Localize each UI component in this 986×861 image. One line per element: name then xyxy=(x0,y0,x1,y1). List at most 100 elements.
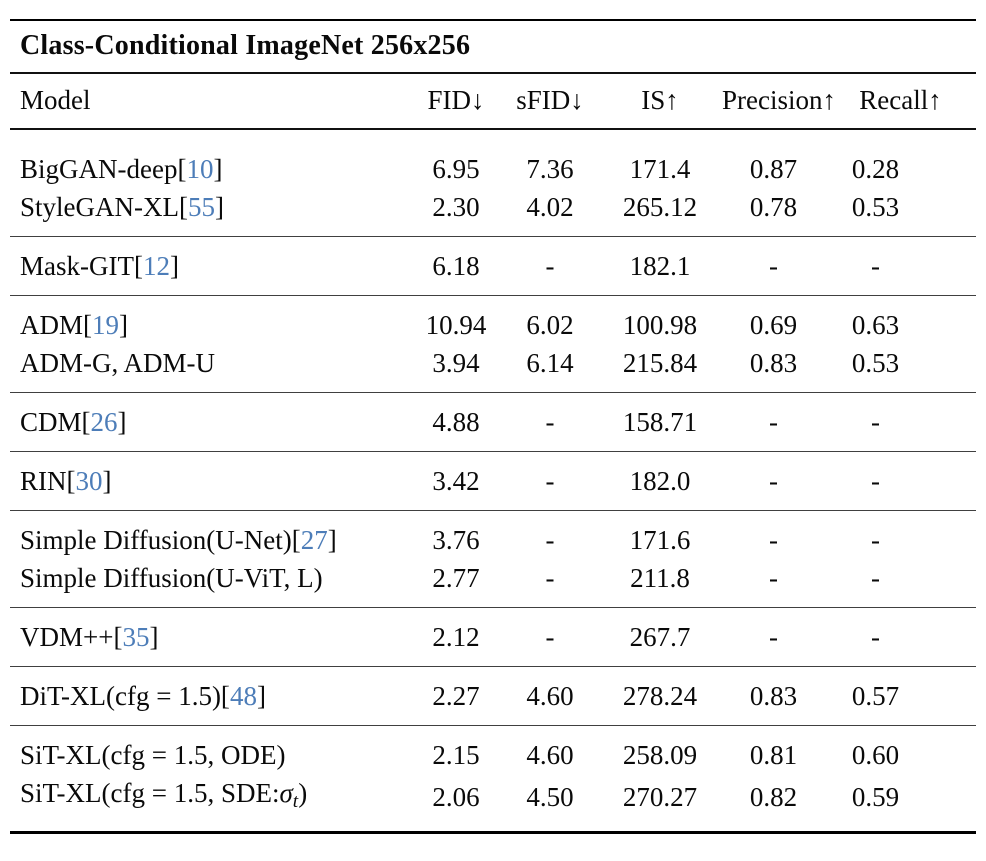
citation-link[interactable]: 27 xyxy=(300,525,328,555)
metric-cell-is: 158.71 xyxy=(622,407,698,437)
metric-cell-recall: - xyxy=(871,251,880,281)
column-header-model: Model xyxy=(10,74,410,130)
model-name-cell: SiT-XL(cfg = 1.5, SDE:σt) xyxy=(10,774,410,831)
metric-cell-sfid: - xyxy=(545,407,555,437)
model-name-cell: SiT-XL(cfg = 1.5, ODE) xyxy=(10,726,410,775)
metric-cell-recall: 0.63 xyxy=(851,310,900,340)
table-group: CDM[26] 4.88 - 158.71 - - xyxy=(10,392,976,452)
model-name-text: ] xyxy=(213,154,223,184)
model-name-cell: ADM-G, ADM-U xyxy=(10,344,410,393)
table-row: Simple Diffusion(U-ViT, L) 2.77 - 211.8 - - xyxy=(10,559,976,608)
citation-link[interactable]: 26 xyxy=(90,407,118,437)
metric-cell-precision: 0.83 xyxy=(749,348,798,378)
table-row: VDM++[35] 2.12 - 267.7 - - xyxy=(10,608,976,667)
model-name-cell: CDM[26] xyxy=(10,393,410,452)
metric-cell-sfid: 4.60 xyxy=(526,681,574,711)
metric-cell-precision: 0.87 xyxy=(749,154,798,184)
metric-cell-precision: - xyxy=(769,407,778,437)
metric-cell-fid: 6.95 xyxy=(432,154,480,184)
metric-cell-precision: 0.78 xyxy=(749,192,798,222)
model-name-cell: Simple Diffusion(U-ViT, L) xyxy=(10,559,410,608)
metric-cell-is: 100.98 xyxy=(622,310,698,340)
table-row: ADM[19] 10.94 6.02 100.98 0.69 0.63 xyxy=(10,296,976,345)
metric-cell-fid: 2.27 xyxy=(432,681,480,711)
metric-cell-sfid: 7.36 xyxy=(526,154,574,184)
metric-cell-recall: 0.53 xyxy=(851,348,900,378)
model-name-cell: ADM[19] xyxy=(10,296,410,345)
table-row: StyleGAN-XL[55] 2.30 4.02 265.12 0.78 0.53 xyxy=(10,188,976,237)
metric-cell-sfid: - xyxy=(545,622,555,652)
metric-cell-precision: 0.83 xyxy=(749,681,798,711)
metric-cell-sfid: 6.02 xyxy=(526,310,574,340)
model-name-cell: Simple Diffusion(U-Net)[27] xyxy=(10,511,410,560)
metric-cell-sfid: - xyxy=(545,466,555,496)
metric-cell-is: 265.12 xyxy=(622,192,698,222)
metric-cell-fid: 3.94 xyxy=(432,348,480,378)
metric-cell-fid: 4.88 xyxy=(432,407,480,437)
model-name-text: ] xyxy=(119,310,128,340)
metric-cell-recall: 0.60 xyxy=(851,740,900,770)
metric-cell-is: 182.0 xyxy=(629,466,691,496)
metric-cell-recall: - xyxy=(871,466,880,496)
metric-cell-fid: 3.42 xyxy=(432,466,480,496)
metric-cell-recall: - xyxy=(871,407,880,437)
metric-cell-is: 211.8 xyxy=(630,563,690,593)
metric-cell-recall: 0.53 xyxy=(851,192,900,222)
metric-cell-sfid: 6.14 xyxy=(526,348,574,378)
table-title: Class-Conditional ImageNet 256x256 xyxy=(10,21,976,74)
model-name-cell: DiT-XL(cfg = 1.5)[48] xyxy=(10,667,410,726)
metric-cell-fid: 3.76 xyxy=(432,525,480,555)
metric-cell-precision: - xyxy=(769,251,778,281)
metrics-table: Model FID↓ sFID↓ IS↑ Precision↑ Recall↑ … xyxy=(10,74,976,831)
model-name-text: ] xyxy=(102,466,112,496)
model-name-text: ADM[ xyxy=(20,310,92,340)
model-name-cell: Mask-GIT[12] xyxy=(10,237,410,296)
metric-cell-fid: 2.30 xyxy=(432,192,480,222)
model-name-cell: BigGAN-deep[10] xyxy=(10,129,410,188)
model-name-text: CDM[ xyxy=(20,407,91,437)
citation-link[interactable]: 35 xyxy=(122,622,150,652)
metric-cell-sfid: 4.60 xyxy=(526,740,574,770)
metric-cell-is: 267.7 xyxy=(629,622,691,652)
table-group: DiT-XL(cfg = 1.5)[48] 2.27 4.60 278.24 0.83 0… xyxy=(10,666,976,726)
math-subscript: t xyxy=(292,790,299,812)
model-name-text: DiT-XL(cfg = 1.5)[ xyxy=(20,681,230,711)
metric-cell-recall: 0.57 xyxy=(851,681,900,711)
model-name-text: ADM-G, ADM-U xyxy=(20,348,215,378)
metric-cell-is: 278.24 xyxy=(622,681,698,711)
table-row: DiT-XL(cfg = 1.5)[48] 2.27 4.60 278.24 0.83 0… xyxy=(10,667,976,726)
citation-link[interactable]: 55 xyxy=(187,192,215,222)
metric-cell-recall: 0.28 xyxy=(851,154,900,184)
metric-cell-fid: 6.18 xyxy=(432,251,480,281)
math-symbol: σ xyxy=(279,778,293,808)
citation-link[interactable]: 10 xyxy=(186,154,214,184)
model-name-text: BigGAN-deep[ xyxy=(20,154,187,184)
metric-cell-precision: 0.69 xyxy=(749,310,798,340)
citation-link[interactable]: 19 xyxy=(92,310,119,340)
citation-link[interactable]: 48 xyxy=(229,681,257,711)
model-name-text: Mask-GIT[ xyxy=(20,251,143,281)
citation-link[interactable]: 30 xyxy=(75,466,103,496)
metric-cell-fid: 2.06 xyxy=(432,782,480,813)
model-name-text: ] xyxy=(149,622,159,652)
model-name-cell: RIN[30] xyxy=(10,452,410,511)
model-name-text: ] xyxy=(169,251,179,281)
model-name-text: ] xyxy=(117,407,127,437)
table-row: SiT-XL(cfg = 1.5, SDE:σt) 2.06 4.50 270.27 0… xyxy=(10,774,976,831)
metric-cell-sfid: 4.50 xyxy=(526,782,574,813)
table-group: Mask-GIT[12] 6.18 - 182.1 - - xyxy=(10,236,976,296)
model-name-text: SiT-XL(cfg = 1.5, SDE: xyxy=(20,778,280,808)
metric-cell-precision: - xyxy=(769,622,778,652)
table-group: ADM[19] 10.94 6.02 100.98 0.69 0.63 ADM-G, ADM… xyxy=(10,295,976,393)
metric-cell-precision: - xyxy=(769,563,778,593)
metric-cell-recall: - xyxy=(871,622,880,652)
model-name-text: Simple Diffusion(U-ViT, L) xyxy=(20,563,323,593)
table-row: ADM-G, ADM-U 3.94 6.14 215.84 0.83 0.53 xyxy=(10,344,976,393)
citation-link[interactable]: 12 xyxy=(142,251,170,281)
metric-cell-is: 171.4 xyxy=(629,154,691,184)
table-row: Simple Diffusion(U-Net)[27] 3.76 - 171.6 - - xyxy=(10,511,976,560)
metric-cell-precision: - xyxy=(769,466,778,496)
column-header-is: IS↑ xyxy=(598,74,722,130)
column-header-fid: FID↓ xyxy=(410,74,502,130)
model-name-cell: StyleGAN-XL[55] xyxy=(10,188,410,237)
